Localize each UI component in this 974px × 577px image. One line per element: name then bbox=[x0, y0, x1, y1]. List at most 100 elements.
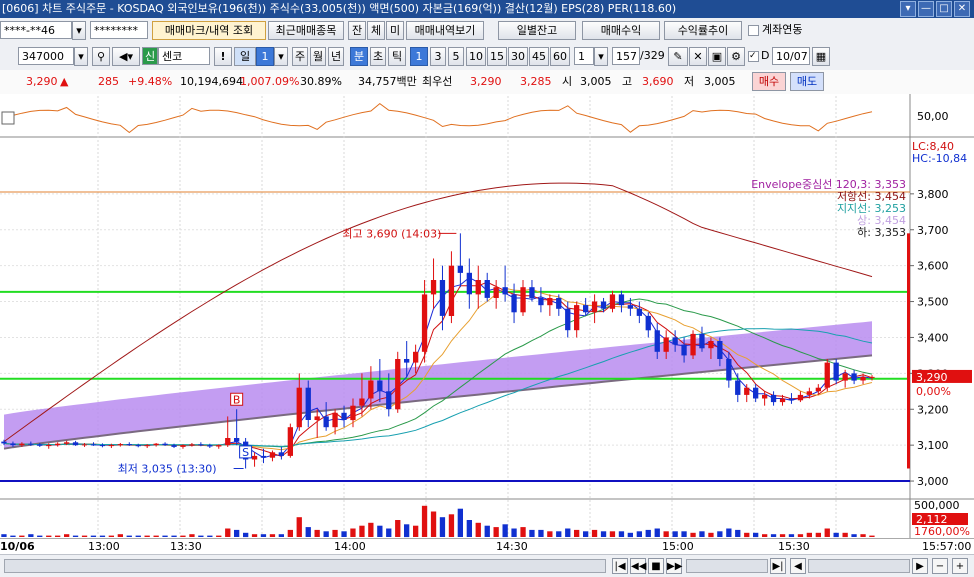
custom-interval-dropdown[interactable]: ▾ bbox=[594, 47, 608, 66]
volume-bar bbox=[225, 528, 231, 537]
crosshair-icon[interactable]: ✕ bbox=[689, 47, 707, 66]
scroll-right-button[interactable]: ▶ bbox=[912, 558, 928, 574]
volume-bar bbox=[207, 535, 213, 537]
window-menu-button[interactable]: ▾ bbox=[900, 1, 916, 17]
period-year[interactable]: 년 bbox=[328, 47, 344, 66]
zoom-track[interactable] bbox=[808, 559, 910, 573]
candle bbox=[833, 362, 839, 381]
scroll-first-button[interactable]: |◀ bbox=[612, 558, 628, 574]
tab-unfilled[interactable]: 미 bbox=[386, 21, 404, 40]
save-icon[interactable]: ▣ bbox=[708, 47, 726, 66]
volume-bar bbox=[645, 529, 651, 537]
tab-trade-history[interactable]: 매매내역보기 bbox=[406, 21, 484, 40]
alert-icon[interactable]: ! bbox=[214, 47, 232, 66]
period-day-button[interactable]: 일 bbox=[234, 47, 256, 66]
buy-button[interactable]: 매수 bbox=[752, 72, 786, 91]
volume-bar bbox=[10, 535, 16, 537]
period-dropdown-button[interactable]: ▾ bbox=[274, 47, 288, 66]
candle bbox=[753, 387, 759, 399]
candle bbox=[386, 391, 392, 410]
settings-gear-icon[interactable]: ⚙ bbox=[727, 47, 745, 66]
interval-45[interactable]: 45 bbox=[529, 47, 549, 66]
interval-1[interactable]: 1 bbox=[410, 47, 428, 66]
tab-executed[interactable]: 체 bbox=[367, 21, 385, 40]
scroll-stop-button[interactable]: ■ bbox=[648, 558, 664, 574]
scroll-rewind-button[interactable]: ◀◀ bbox=[630, 558, 646, 574]
volume-bar bbox=[117, 534, 123, 537]
candle bbox=[72, 442, 79, 446]
sell-button[interactable]: 매도 bbox=[790, 72, 824, 91]
password-field[interactable]: ******** bbox=[90, 21, 148, 39]
candle bbox=[681, 344, 687, 356]
tab-recent-trades[interactable]: 최근매매종목 bbox=[268, 21, 344, 40]
volume-bar bbox=[216, 535, 222, 537]
x-tick-label: 15:57:00 bbox=[922, 540, 972, 553]
tab-trade-mark[interactable]: 매매마크/내역 조회 bbox=[152, 21, 266, 40]
scroll-left-button[interactable]: ◀ bbox=[790, 558, 806, 574]
candle bbox=[404, 359, 410, 363]
interval-30[interactable]: 30 bbox=[508, 47, 528, 66]
interval-5[interactable]: 5 bbox=[448, 47, 464, 66]
scrollbar-track[interactable] bbox=[4, 559, 606, 573]
period-month[interactable]: 월 bbox=[310, 47, 326, 66]
sell-marker bbox=[239, 445, 253, 459]
code-dropdown-button[interactable]: ▾ bbox=[74, 47, 88, 66]
volume-bar bbox=[55, 535, 61, 537]
volume-bar bbox=[287, 529, 293, 537]
volume-bar bbox=[591, 529, 598, 537]
x-tick-label: 13:30 bbox=[170, 540, 202, 553]
quote-bar: 3,290 ▲ 285 +9.48% 10,194,694 1,007.09% … bbox=[0, 70, 974, 95]
candle bbox=[189, 444, 195, 446]
tab-balance[interactable]: 잔 bbox=[348, 21, 366, 40]
tool-icon[interactable]: ✎ bbox=[668, 47, 688, 66]
data-count-input[interactable]: 157 bbox=[612, 47, 640, 65]
speaker-icon[interactable]: ◀▾ bbox=[112, 47, 140, 66]
candle bbox=[430, 280, 437, 295]
time-axis: 10/06 13:00 13:30 14:00 14:30 15:00 15:30 15:57… bbox=[0, 538, 974, 555]
interval-60[interactable]: 60 bbox=[550, 47, 570, 66]
scroll-forward-button[interactable]: ▶▶ bbox=[666, 558, 682, 574]
volume-bar bbox=[144, 535, 150, 537]
interval-15[interactable]: 15 bbox=[487, 47, 507, 66]
search-icon[interactable]: ⚲ bbox=[92, 47, 110, 66]
trade-profit-button[interactable]: 매매수익 bbox=[582, 21, 660, 40]
account-select[interactable]: ****-**46 bbox=[0, 21, 72, 39]
zoom-out-button[interactable]: − bbox=[932, 558, 948, 574]
interval-3[interactable]: 3 bbox=[430, 47, 446, 66]
custom-interval-input[interactable]: 1 bbox=[574, 47, 594, 65]
calendar-icon[interactable]: ▦ bbox=[812, 47, 830, 66]
candle bbox=[618, 294, 625, 306]
maximize-button[interactable]: □ bbox=[936, 1, 952, 17]
volume-bar bbox=[46, 535, 52, 537]
account-dropdown-button[interactable]: ▾ bbox=[72, 21, 86, 40]
candle bbox=[296, 387, 302, 428]
volume-bar bbox=[466, 520, 472, 537]
minimize-button[interactable]: — bbox=[918, 1, 934, 17]
profit-trend-button[interactable]: 수익률추이 bbox=[664, 21, 742, 40]
account-link-checkbox[interactable] bbox=[748, 25, 759, 36]
volume-bar bbox=[395, 520, 401, 537]
x-tick-label: 10/06 bbox=[0, 540, 35, 553]
period-second[interactable]: 초 bbox=[370, 47, 386, 66]
stock-code-input[interactable]: 347000 bbox=[18, 47, 74, 65]
period-minute[interactable]: 분 bbox=[350, 47, 368, 66]
volume-bar bbox=[278, 534, 284, 537]
scroll-speed-track[interactable] bbox=[686, 559, 768, 573]
period-tick[interactable]: 틱 bbox=[388, 47, 406, 66]
zoom-in-button[interactable]: + bbox=[952, 558, 968, 574]
date-input[interactable]: 10/07 bbox=[772, 47, 810, 65]
volume-bar bbox=[260, 534, 267, 537]
date-checkbox[interactable]: ✓ bbox=[748, 51, 759, 62]
period-value[interactable]: 1 bbox=[256, 47, 274, 66]
volume-bar bbox=[663, 531, 669, 537]
close-button[interactable]: ✕ bbox=[954, 1, 970, 17]
price-chart[interactable]: 3,8003,7003,6003,5003,4003,3003,2003,100… bbox=[0, 94, 974, 538]
candle bbox=[762, 394, 768, 399]
candle bbox=[278, 452, 284, 456]
x-tick-label: 13:00 bbox=[88, 540, 120, 553]
volume-bar bbox=[19, 535, 25, 537]
period-week[interactable]: 주 bbox=[292, 47, 308, 66]
interval-10[interactable]: 10 bbox=[466, 47, 486, 66]
daily-balance-button[interactable]: 일별잔고 bbox=[498, 21, 576, 40]
scroll-last-button[interactable]: ▶| bbox=[770, 558, 786, 574]
